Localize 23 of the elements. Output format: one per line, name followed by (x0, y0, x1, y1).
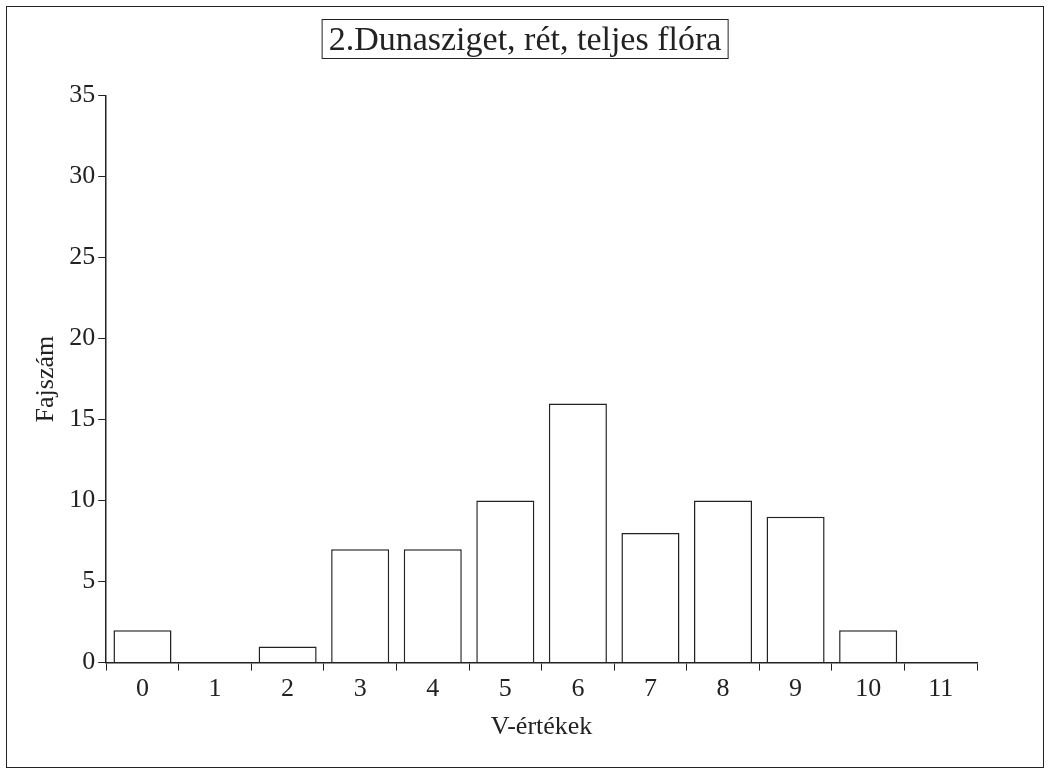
x-tick-label: 3 (353, 673, 367, 703)
x-tick-label: 9 (789, 673, 803, 703)
y-tick-label: 25 (69, 241, 96, 271)
chart-title: 2.Dunasziget, rét, teljes flóra (321, 19, 729, 59)
y-tick-label: 15 (69, 403, 96, 433)
y-tick-label: 30 (69, 160, 96, 190)
x-tick-label: 7 (643, 673, 657, 703)
x-tick-label: 2 (281, 673, 295, 703)
x-tick-label: 4 (426, 673, 440, 703)
y-tick-label: 0 (82, 646, 96, 676)
x-tick-label: 8 (716, 673, 730, 703)
x-axis-title: V-értékek (490, 711, 593, 741)
y-tick-label: 35 (69, 79, 96, 109)
x-tick-label: 1 (208, 673, 222, 703)
y-tick-label: 20 (69, 322, 96, 352)
x-tick-label: 6 (571, 673, 585, 703)
y-axis-title: Fajszám (30, 335, 60, 423)
y-tick-label: 5 (82, 565, 96, 595)
x-tick-label: 5 (498, 673, 512, 703)
x-tick-label: 0 (135, 673, 149, 703)
y-tick-label: 10 (69, 484, 96, 514)
x-tick-label: 11 (928, 673, 954, 703)
x-tick-label: 10 (855, 673, 882, 703)
